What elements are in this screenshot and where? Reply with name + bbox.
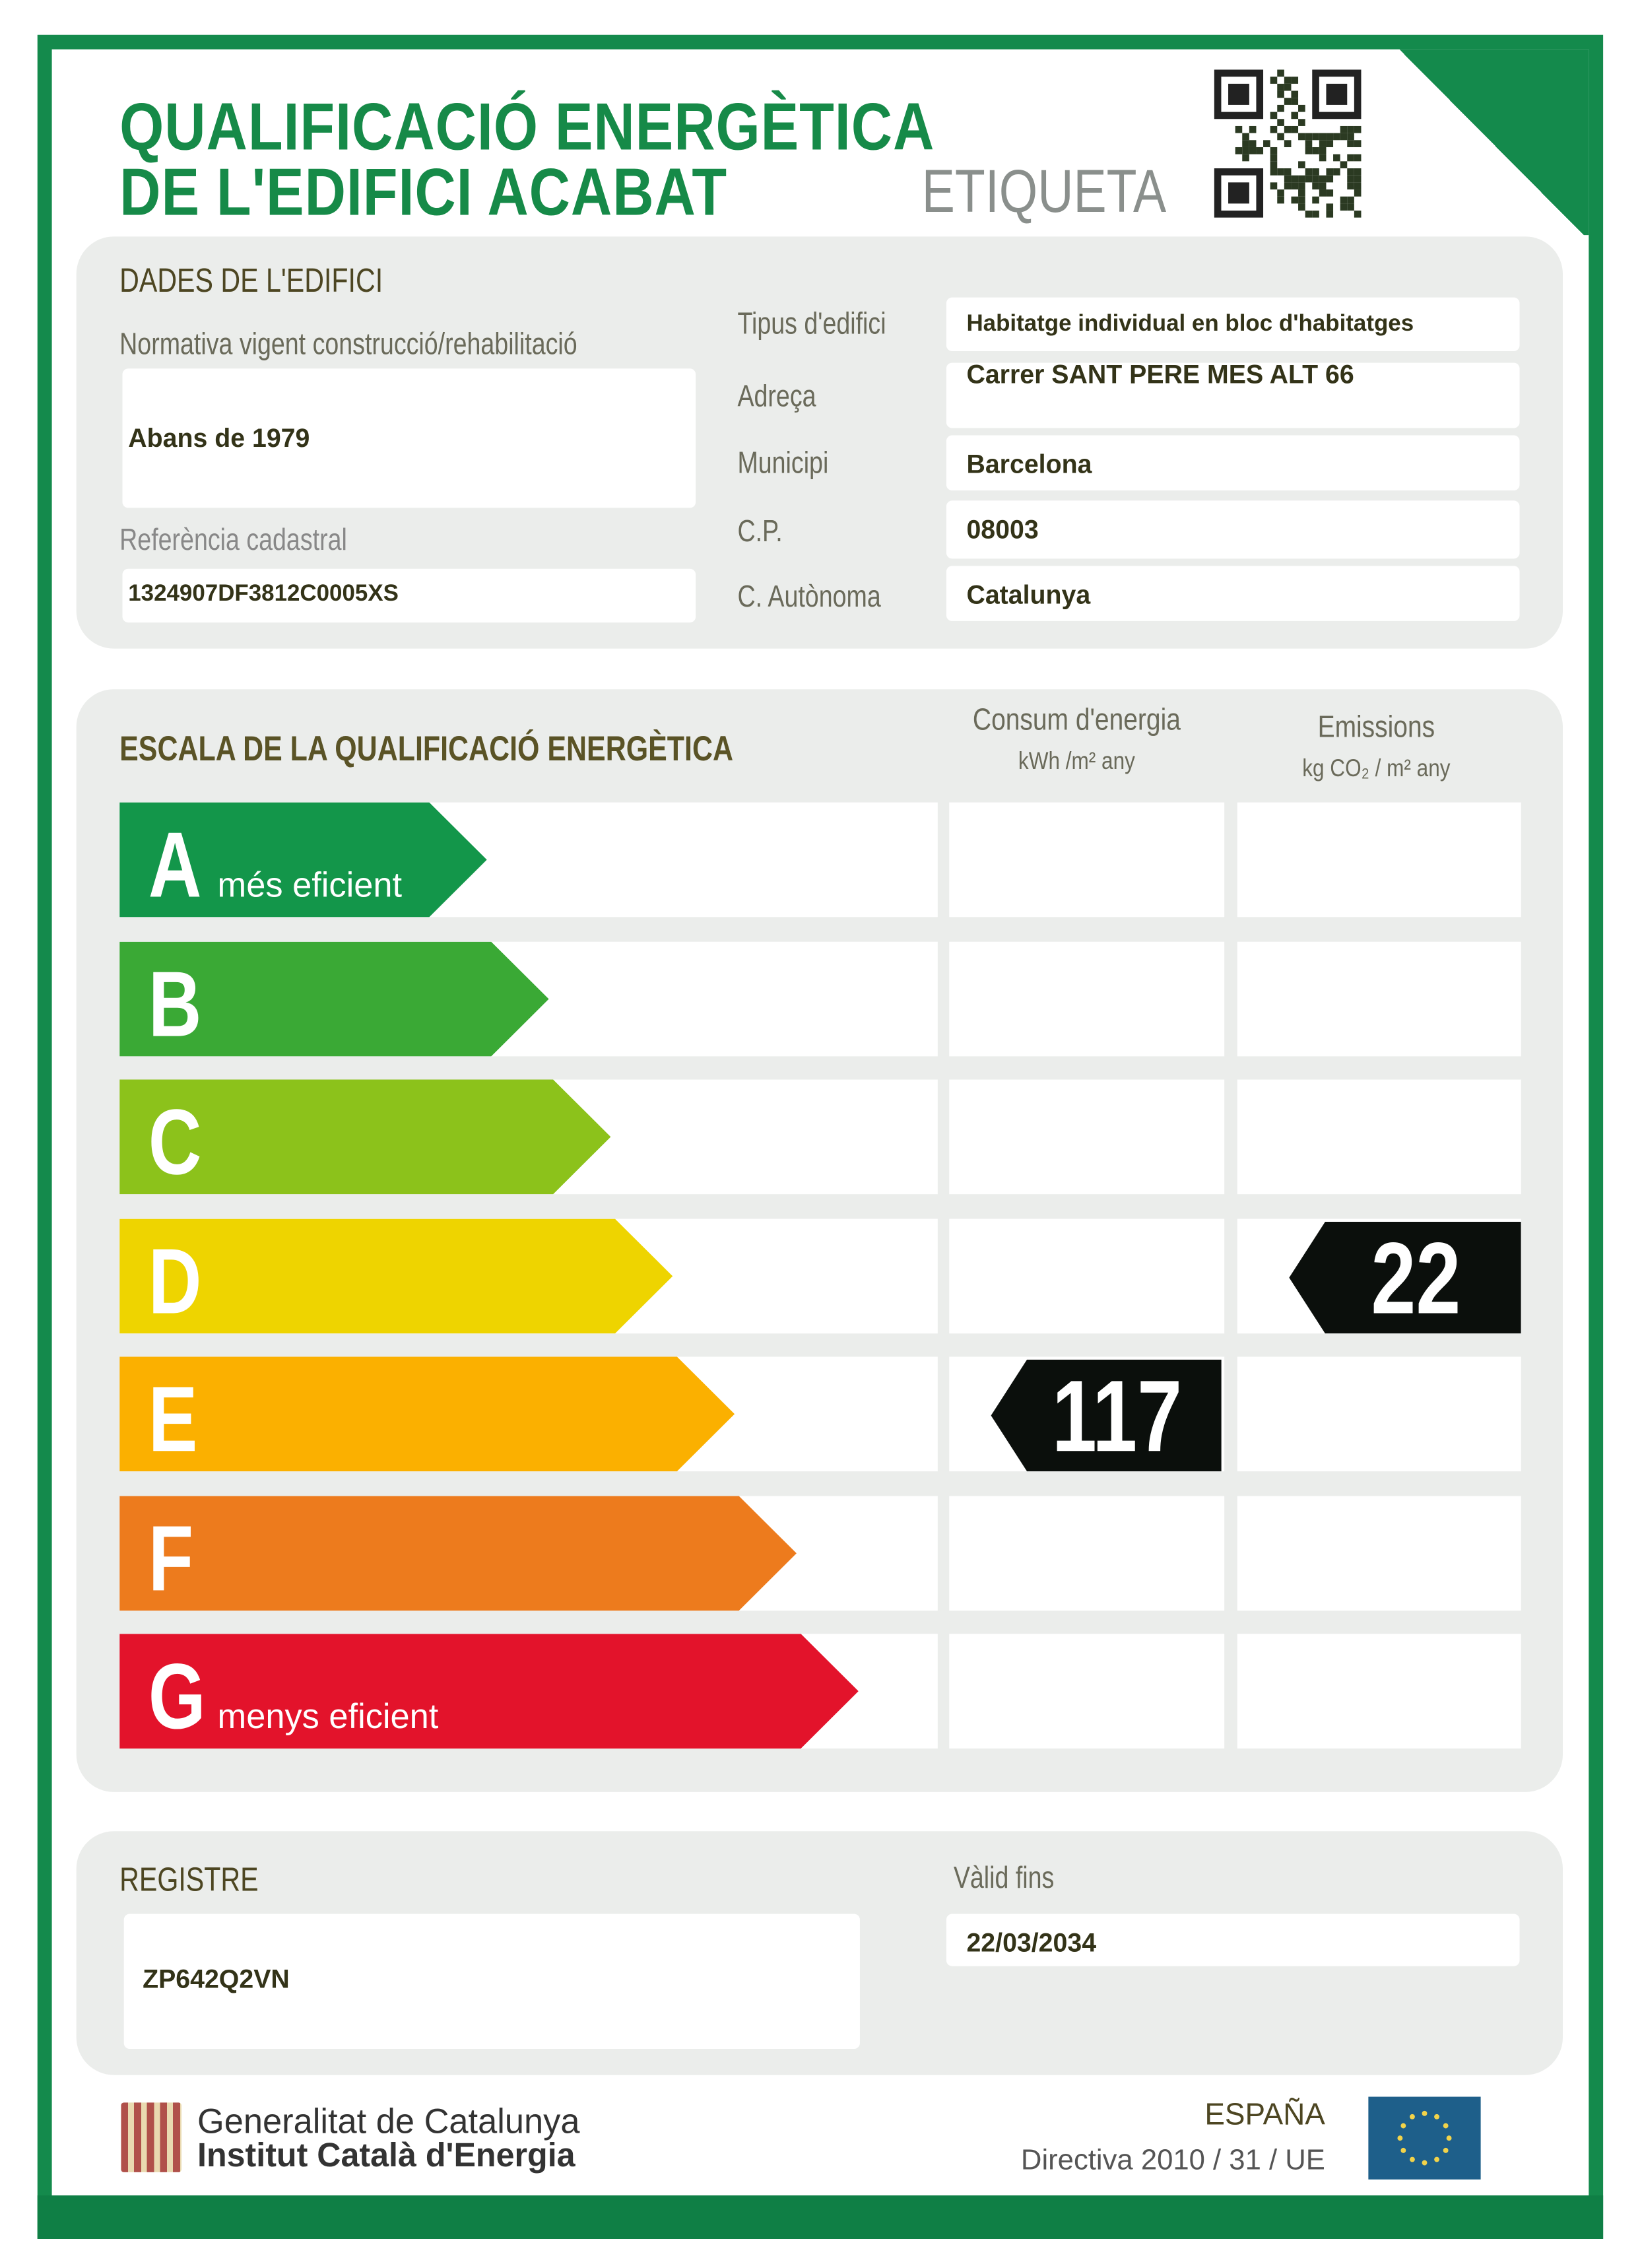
normativa-box: Abans de 1979 [122,368,696,508]
cadastral-box: 1324907DF3812C0005XS [122,568,696,623]
scale-section-title: ESCALA DE LA QUALIFICACIÓ ENERGÈTICA [119,729,733,770]
registry-box: ZP642Q2VN [123,1914,860,2049]
consum-value: 117 [1051,1359,1183,1473]
consum-cell [949,1218,1225,1333]
class-arrow-shape [119,1356,735,1472]
class-arrow-shape [119,1634,859,1749]
class-arrow-b: B [119,941,549,1056]
consum-unit: kWh /m² any [1018,747,1135,775]
valid-label: Vàlid fins [953,1861,1055,1895]
class-subtitle: menys eficient [217,1698,439,1737]
field-box: 08003 [946,500,1520,559]
field-box: Habitatge individual en bloc d'habitatge… [946,297,1520,351]
class-letter: E [148,1366,198,1472]
field-label: Tipus d'edifici [737,308,886,341]
field-value: 08003 [966,515,1039,545]
class-letter: F [148,1505,194,1611]
class-arrow-shape [119,1079,611,1195]
directive: Directiva 2010 / 31 / UE [1020,2145,1325,2177]
corner-triangle [1394,49,1589,236]
class-letter: A [148,813,202,917]
qr-code-icon [1213,69,1363,218]
eu-flag-icon [1368,2096,1481,2180]
class-arrow-f: F [119,1495,797,1611]
valid-value: 22/03/2034 [966,1928,1097,1958]
field-box: Catalunya [946,566,1520,621]
emissions-indicator: 22 [1289,1220,1521,1336]
consum-header: Consum d'energia [972,704,1181,737]
field-label: Municipi [737,447,829,481]
emissions-cell [1237,941,1521,1056]
emissions-unit: kg CO₂ / m² any [1302,754,1451,782]
emissions-cell [1237,1495,1521,1611]
field-value: Habitatge individual en bloc d'habitatge… [966,312,1414,337]
class-arrow-e: E [119,1356,735,1472]
registry-value: ZP642Q2VN [143,1964,290,1994]
normativa-value: Abans de 1979 [128,423,310,453]
senyera-icon [121,2102,181,2172]
valid-box: 22/03/2034 [946,1914,1520,1966]
class-arrow-c: C [119,1079,611,1195]
class-letter: D [148,1228,202,1333]
consum-cell [949,1634,1225,1749]
class-arrow-shape [119,1495,797,1611]
class-letter: B [148,951,202,1056]
field-box: Carrer SANT PERE MES ALT 66 [946,360,1520,428]
normativa-label: Normativa vigent construcció/rehabilitac… [119,327,577,362]
org-line1: Generalitat de Catalunya [197,2102,580,2142]
cadastral-label: Referència cadastral [119,523,347,558]
emissions-cell [1237,1079,1521,1195]
consum-cell [949,1495,1225,1611]
emissions-header: Emissions [1317,711,1435,745]
emissions-cell [1237,1634,1521,1749]
building-section-title: DADES DE L'EDIFICI [119,261,383,299]
field-label: C. Autònoma [737,580,881,614]
class-letter: C [148,1089,202,1195]
class-arrow-shape [119,941,549,1056]
consum-indicator: 117 [991,1359,1222,1475]
title-line1: QUALIFICACIÓ ENERGÈTICA [119,88,935,164]
class-subtitle: més eficient [217,866,403,906]
field-label: C.P. [737,515,783,549]
registry-label: REGISTRE [119,1860,259,1898]
title-line2: DE L'EDIFICI ACABAT [119,154,728,230]
consum-cell [949,802,1225,917]
label-etiqueta: ETIQUETA [921,156,1167,225]
field-value: Barcelona [966,450,1092,479]
org-line2: Institut Català d'Energia [197,2135,575,2174]
field-label: Adreça [737,380,816,414]
class-arrow-d: D [119,1218,673,1333]
emissions-cell [1237,1356,1521,1472]
class-arrow-shape [119,1218,673,1333]
class-arrow-g: G menys eficient [119,1634,859,1749]
emissions-value: 22 [1371,1220,1461,1335]
cadastral-value: 1324907DF3812C0005XS [128,582,399,607]
class-arrow-shape [119,802,487,917]
consum-cell [949,941,1225,1056]
class-letter: G [148,1644,206,1749]
class-arrow-a: A més eficient [119,802,487,917]
field-value: Carrer SANT PERE MES ALT 66 [966,360,1354,389]
field-box: Barcelona [946,435,1520,491]
consum-cell [949,1079,1225,1195]
field-value: Catalunya [966,580,1091,610]
emissions-cell [1237,802,1521,917]
country: ESPAÑA [1204,2098,1325,2132]
bottom-band [37,2195,1604,2239]
